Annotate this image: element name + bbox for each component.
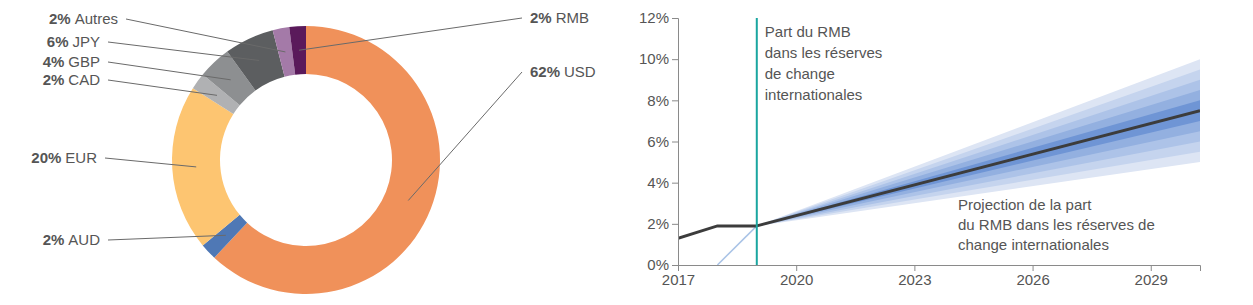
y-tick-mark bbox=[672, 183, 678, 184]
label-value: 2% bbox=[530, 9, 552, 26]
data-label: 6%JPY bbox=[47, 33, 100, 50]
data-label: 62%USD bbox=[530, 63, 596, 80]
y-tick: 0% bbox=[647, 256, 678, 273]
donut bbox=[172, 26, 440, 294]
annotation-line bbox=[756, 18, 758, 265]
series-line bbox=[678, 226, 757, 238]
x-tick: 2020 bbox=[780, 265, 813, 288]
annotation-line-text: Projection de la part bbox=[958, 196, 1092, 213]
series-line bbox=[757, 111, 1200, 226]
y-tick-label: 2% bbox=[647, 215, 669, 232]
x-tick-label: 2023 bbox=[898, 271, 931, 288]
y-tick-mark bbox=[672, 18, 678, 19]
annotation-line-text: de change bbox=[765, 65, 835, 82]
label-category: USD bbox=[564, 63, 596, 80]
slice bbox=[289, 26, 306, 75]
label-category: EUR bbox=[65, 149, 97, 166]
fan-band bbox=[757, 100, 1200, 226]
y-tick: 4% bbox=[647, 174, 678, 191]
y-tick-mark bbox=[672, 142, 678, 143]
x-tick-label: 2020 bbox=[780, 271, 813, 288]
annotation-line-text: Part du RMB bbox=[765, 23, 851, 40]
data-label: 2%RMB bbox=[530, 9, 589, 26]
x-tick-label: 2029 bbox=[1135, 271, 1168, 288]
leader-line bbox=[108, 80, 217, 95]
data-label: 4%GBP bbox=[43, 53, 100, 70]
label-value: 2% bbox=[43, 71, 65, 88]
y-tick-mark bbox=[672, 265, 678, 266]
data-label: 2%Autres bbox=[49, 10, 118, 27]
annotation: Projection de la part du RMB dans les rés… bbox=[958, 196, 1155, 253]
y-tick-label: 0% bbox=[647, 256, 669, 273]
label-category: AUD bbox=[68, 231, 100, 248]
label-value: 20% bbox=[31, 149, 61, 166]
plot-area bbox=[678, 18, 1200, 265]
x-axis-line bbox=[679, 266, 1201, 272]
y-tick-mark bbox=[672, 100, 678, 101]
y-tick: 6% bbox=[647, 133, 678, 150]
label-category: CAD bbox=[68, 71, 100, 88]
label-category: Autres bbox=[75, 10, 118, 27]
data-label: 2%CAD bbox=[43, 71, 101, 88]
series-line bbox=[717, 226, 756, 265]
leader-line bbox=[299, 18, 522, 50]
annotation-line-text: change internationales bbox=[958, 236, 1109, 253]
fan-band bbox=[757, 69, 1200, 225]
annotation: Part du RMB dans les réserves de change int… bbox=[765, 23, 883, 103]
data-label: 20%EUR bbox=[31, 149, 97, 166]
x-axis: 20172020202320262029 bbox=[662, 265, 1201, 288]
label-value: 6% bbox=[47, 33, 69, 50]
fan-band bbox=[757, 59, 1200, 226]
x-tick: 2029 bbox=[1135, 265, 1168, 288]
leader-line bbox=[108, 235, 226, 240]
label-value: 4% bbox=[43, 53, 65, 70]
y-tick: 12% bbox=[639, 9, 678, 26]
label-category: GBP bbox=[68, 53, 100, 70]
leader-line bbox=[108, 62, 231, 80]
leader-line bbox=[108, 42, 259, 60]
leader-line bbox=[105, 158, 196, 167]
y-tick-label: 8% bbox=[647, 92, 669, 109]
x-tick: 2023 bbox=[898, 265, 931, 288]
y-tick-mark bbox=[672, 59, 678, 60]
x-tick: 2026 bbox=[1016, 265, 1049, 288]
label-category: JPY bbox=[72, 33, 100, 50]
y-tick-label: 4% bbox=[647, 174, 669, 191]
label-category: RMB bbox=[556, 9, 589, 26]
data-labels: 62%USD2%AUD20%EUR2%CAD4%GBP6%JPY2%Autres… bbox=[31, 9, 596, 248]
y-tick-label: 10% bbox=[639, 50, 669, 67]
y-tick-label: 6% bbox=[647, 133, 669, 150]
y-axis: 0% 2% 4% 6% 8% 10% 12% bbox=[639, 9, 679, 273]
fan-band bbox=[757, 80, 1200, 226]
leader-line bbox=[126, 19, 285, 52]
annotation-line-text: du RMB dans les réserves de bbox=[958, 216, 1155, 233]
y-tick-label: 12% bbox=[639, 9, 669, 26]
y-tick: 8% bbox=[647, 92, 678, 109]
label-value: 62% bbox=[530, 63, 560, 80]
canvas: 62%USD2%AUD20%EUR2%CAD4%GBP6%JPY2%Autres… bbox=[0, 0, 1253, 305]
y-tick: 2% bbox=[647, 215, 678, 232]
slice bbox=[214, 26, 440, 294]
label-value: 2% bbox=[43, 231, 65, 248]
annotation-line-text: dans les réserves bbox=[765, 44, 883, 61]
slice bbox=[172, 88, 240, 245]
y-axis-line bbox=[672, 19, 679, 266]
annotations: Part du RMB dans les réserves de change int… bbox=[765, 23, 1155, 253]
y-tick-mark bbox=[672, 224, 678, 225]
data-label: 2%AUD bbox=[43, 231, 101, 248]
y-tick: 10% bbox=[639, 50, 678, 67]
leader-line bbox=[408, 72, 522, 200]
annotation-line-text: internationales bbox=[765, 86, 863, 103]
label-value: 2% bbox=[49, 10, 71, 27]
fan-band bbox=[757, 90, 1200, 226]
x-tick-label: 2026 bbox=[1016, 271, 1049, 288]
